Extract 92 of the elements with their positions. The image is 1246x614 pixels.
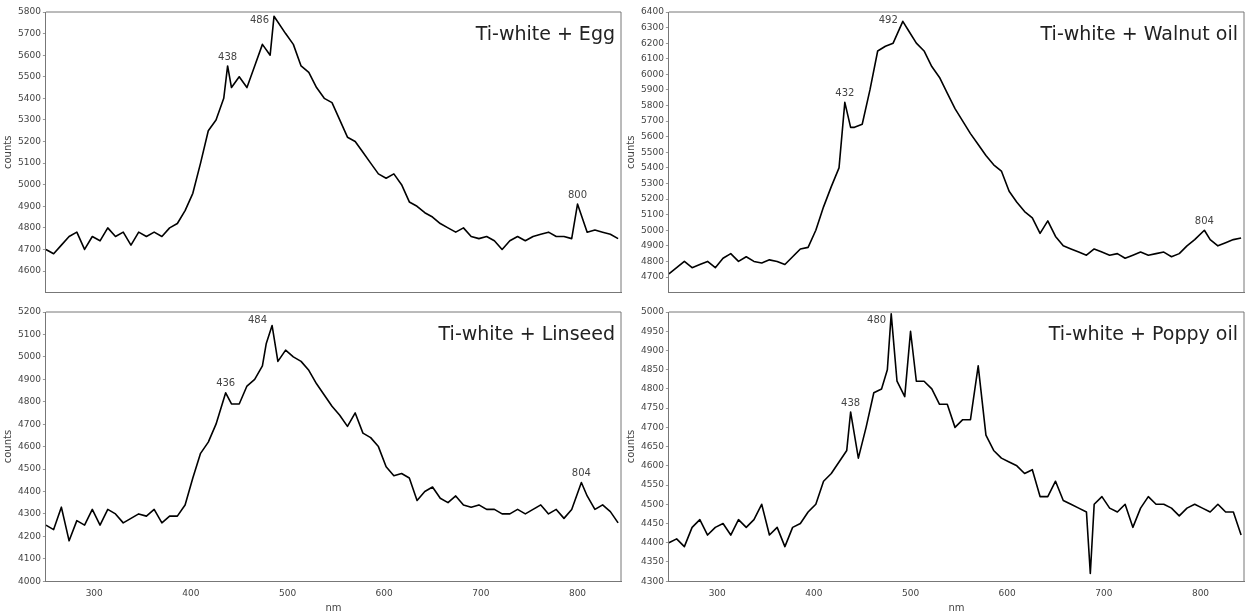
y-tick-label: 5300 <box>18 114 42 125</box>
text: Ti-white + Poppy oil <box>1047 322 1238 345</box>
y-tick-label: 5500 <box>18 71 42 82</box>
y-tick-label: 4900 <box>641 344 665 355</box>
annotation: 492 <box>878 13 898 25</box>
annotation: 438 <box>841 396 861 408</box>
x-tick-label: 300 <box>708 587 727 598</box>
y-axis-title: counts <box>624 135 636 170</box>
annotation: 484 <box>247 313 268 325</box>
y-tick-label: 4800 <box>18 396 42 407</box>
y-tick-label: 4400 <box>18 485 42 496</box>
y-tick-label: 4500 <box>641 498 665 509</box>
y-tick-label: 4600 <box>18 265 42 276</box>
x-tick-label: 600 <box>998 587 1017 598</box>
y-tick-label: 5100 <box>641 209 665 219</box>
y-tick-label: 4700 <box>18 418 42 429</box>
annotation: 486 <box>249 13 270 25</box>
y-tick-label: 4350 <box>641 556 665 567</box>
y-tick-label: 4850 <box>641 364 665 375</box>
y-tick-label: 4300 <box>641 575 665 586</box>
y-axis-title: counts <box>1 429 13 464</box>
y-tick-label: 5600 <box>18 49 42 60</box>
y-tick-label: 4900 <box>18 200 42 211</box>
y-tick-label: 4900 <box>641 240 665 251</box>
y-tick-label: 5600 <box>641 131 665 142</box>
y-tick-label: 6200 <box>641 37 665 48</box>
x-axis-title: nm <box>325 601 342 613</box>
y-tick-label: 4400 <box>641 537 665 548</box>
x-tick-label: 600 <box>375 587 394 598</box>
y-tick-label: 5200 <box>18 306 42 317</box>
x-tick-label: 400 <box>182 587 200 598</box>
y-tick-label: 4000 <box>18 575 42 586</box>
x-tick-label: 300 <box>85 587 104 598</box>
y-tick-label: 5000 <box>18 179 42 190</box>
y-tick-label: 5800 <box>18 6 42 17</box>
y-axis-title: counts <box>624 429 636 464</box>
x-tick-label: 800 <box>568 587 587 598</box>
y-tick-label: 5700 <box>641 115 665 126</box>
y-tick-label: 5200 <box>641 193 665 204</box>
y-tick-label: 5000 <box>641 224 665 235</box>
y-tick-label: 5800 <box>641 99 665 110</box>
annotation: 480 <box>867 313 887 325</box>
y-tick-label: 4800 <box>641 383 665 394</box>
y-tick-label: 4200 <box>18 530 42 541</box>
y-tick-label: 5000 <box>18 351 42 362</box>
y-tick-label: 4700 <box>641 421 665 432</box>
y-tick-label: 4600 <box>18 440 42 451</box>
x-tick-label: 400 <box>805 587 823 598</box>
y-tick-label: 6300 <box>641 21 665 32</box>
y-tick-label: 4600 <box>641 460 665 471</box>
y-tick-label: 5400 <box>641 162 665 173</box>
x-tick-label: 500 <box>278 587 297 598</box>
text: Ti-white + Linseed <box>437 322 615 345</box>
x-tick-label: 800 <box>1191 587 1210 598</box>
y-tick-label: 6100 <box>641 53 665 64</box>
y-tick-label: 4700 <box>641 271 665 282</box>
y-tick-label: 4800 <box>641 255 665 266</box>
y-tick-label: 4450 <box>641 517 665 528</box>
y-tick-label: 5400 <box>18 92 42 103</box>
annotation: 438 <box>218 50 238 62</box>
x-tick-label: 500 <box>901 587 920 598</box>
y-tick-label: 4550 <box>641 479 665 490</box>
y-tick-label: 5500 <box>641 146 665 157</box>
y-tick-label: 4950 <box>641 325 665 336</box>
y-tick-label: 4700 <box>18 243 42 254</box>
y-axis-title: counts <box>1 135 13 170</box>
annotation: 800 <box>567 188 588 200</box>
y-tick-label: 5900 <box>641 84 665 95</box>
x-axis-title: nm <box>948 601 965 613</box>
y-tick-label: 5100 <box>18 328 42 339</box>
x-tick-label: 700 <box>472 587 490 598</box>
annotation: 804 <box>1194 214 1214 226</box>
annotation: 436 <box>216 377 236 389</box>
text: Ti-white + Egg <box>474 22 615 45</box>
y-tick-label: 6400 <box>641 6 665 17</box>
y-tick-label: 4100 <box>18 553 42 564</box>
x-tick-label: 700 <box>1095 587 1113 598</box>
y-tick-label: 5100 <box>18 157 42 168</box>
y-tick-label: 5300 <box>641 177 665 188</box>
y-tick-label: 4900 <box>18 373 42 384</box>
y-tick-label: 4300 <box>18 508 42 519</box>
y-tick-label: 4800 <box>18 222 42 233</box>
y-tick-label: 4750 <box>641 402 665 413</box>
y-tick-label: 5200 <box>18 135 42 146</box>
y-tick-label: 5700 <box>18 27 42 38</box>
y-tick-label: 5000 <box>641 306 665 317</box>
y-tick-label: 4650 <box>641 440 665 451</box>
text: Ti-white + Walnut oil <box>1039 22 1238 45</box>
y-tick-label: 4500 <box>18 463 42 474</box>
y-tick-label: 6000 <box>641 68 665 79</box>
annotation: 804 <box>571 467 591 479</box>
annotation: 432 <box>835 87 855 99</box>
